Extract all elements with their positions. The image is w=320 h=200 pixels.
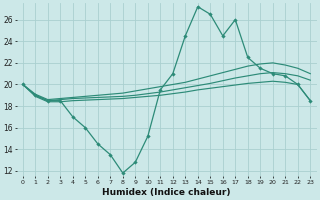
X-axis label: Humidex (Indice chaleur): Humidex (Indice chaleur)	[102, 188, 231, 197]
